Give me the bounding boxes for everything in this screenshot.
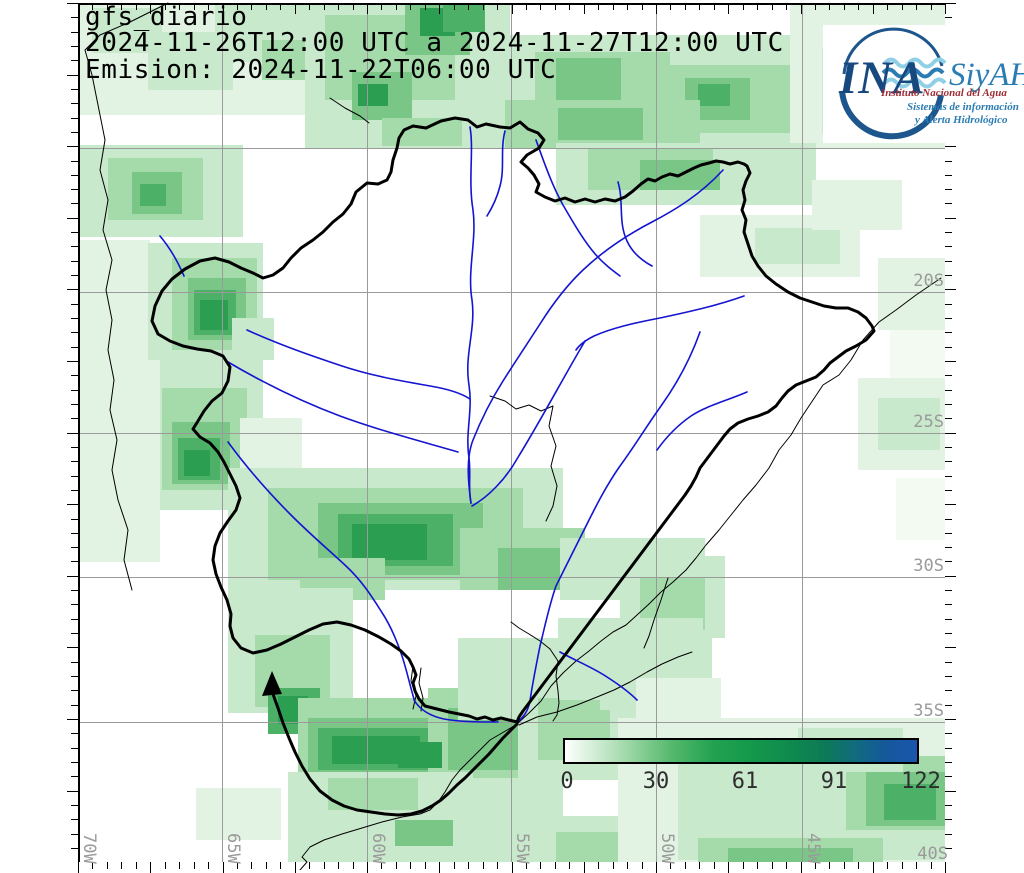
- border-coastline: [84, 2, 169, 591]
- lon-gridline: [222, 3, 223, 862]
- precip-cell: [558, 108, 643, 140]
- river: [535, 139, 621, 277]
- basin-spur: [270, 688, 519, 817]
- colorbar-tick-label: 61: [731, 769, 759, 794]
- river: [413, 699, 499, 723]
- logo-siyah-text: SiyAH: [949, 57, 1024, 93]
- border-coastline: [489, 395, 558, 522]
- river: [227, 361, 459, 453]
- lat-gridline: [78, 148, 945, 149]
- colorbar-tick-label: 0: [560, 769, 574, 794]
- precip-cell: [78, 360, 160, 502]
- river: [246, 329, 471, 400]
- lat-gridline: [78, 577, 945, 578]
- lat-gridline: [78, 433, 945, 434]
- colorbar-gradient: [563, 738, 919, 764]
- precip-cell: [352, 524, 427, 560]
- border-coastline: [510, 621, 551, 650]
- precip-cell: [556, 58, 621, 104]
- period-title: 2024-11-26T12:00 UTC a 2024-11-27T12:00 …: [85, 28, 784, 58]
- precip-cell: [398, 742, 442, 768]
- logo-institute-text: Instituto Nacional del Agua: [881, 87, 1007, 99]
- precip-cell: [878, 398, 940, 450]
- wave-icon: [883, 77, 947, 89]
- precip-cell: [358, 84, 388, 106]
- precip-cell: [328, 778, 433, 810]
- precip-cell: [78, 500, 160, 562]
- wave-icon: [881, 67, 945, 79]
- precip-cell: [184, 450, 210, 476]
- river: [471, 340, 586, 507]
- colorbar-tick-label: 91: [820, 769, 848, 794]
- river: [559, 651, 638, 701]
- border-coastline: [299, 725, 515, 870]
- border-coastline: [643, 577, 669, 649]
- ina-siyah-logo: INA SiyAH Instituto Nacional del Agua Si…: [823, 25, 1024, 143]
- precip-cell: [896, 478, 945, 540]
- logo-ina-text: INA: [839, 52, 926, 104]
- lat-gridline: [78, 722, 945, 723]
- border-coastline: [518, 651, 693, 726]
- precip-cell: [884, 784, 936, 820]
- border-coastline: [549, 648, 560, 722]
- colorbar-tick-label: 122: [901, 769, 941, 794]
- colorbar-tick-label: 30: [642, 769, 670, 794]
- model-title: gfs_diario: [85, 2, 248, 32]
- colorbar: 0 30 61 91 122: [560, 738, 941, 794]
- precipitation-field-layer: [78, 3, 945, 862]
- logo-system-line1: Sistemas de información: [907, 101, 1019, 113]
- lon-gridline: [367, 3, 368, 862]
- logo-system-line2: y Alerta Hidrológico: [915, 114, 1008, 126]
- logo-arc-bottom: [839, 90, 944, 140]
- border-coastline: [329, 97, 370, 124]
- gridline-layer: [78, 3, 945, 862]
- precip-cell: [200, 300, 228, 330]
- basin-outline: [150, 116, 876, 724]
- precip-cell: [755, 228, 840, 264]
- wave-icon: [883, 57, 947, 69]
- precip-cell: [890, 330, 945, 378]
- lon-gridline: [511, 3, 512, 862]
- river: [467, 169, 724, 504]
- lat-gridline: [78, 292, 945, 293]
- river: [516, 331, 701, 723]
- precip-cell: [636, 678, 721, 730]
- river: [656, 391, 748, 451]
- river: [486, 130, 506, 217]
- precip-cell: [878, 258, 945, 330]
- precip-cell: [196, 788, 281, 840]
- river: [159, 235, 185, 277]
- precip-cell: [78, 240, 150, 362]
- precip-cell: [812, 180, 902, 230]
- precip-cell: [443, 3, 485, 32]
- river: [575, 295, 745, 351]
- emission-title: Emision: 2024-11-22T06:00 UTC: [85, 55, 557, 85]
- border-coastline: [517, 277, 942, 724]
- precip-cell: [728, 848, 853, 862]
- logo-graphics: [839, 27, 947, 140]
- river: [227, 441, 415, 700]
- logo-arc-top: [842, 27, 944, 75]
- precip-cell: [698, 84, 730, 106]
- lon-gridline: [802, 3, 803, 862]
- precip-cell: [395, 820, 453, 846]
- precip-cell: [140, 184, 166, 206]
- precip-cell: [382, 118, 462, 146]
- lon-gridline: [656, 3, 657, 862]
- flow-arrow-icon: [262, 671, 282, 696]
